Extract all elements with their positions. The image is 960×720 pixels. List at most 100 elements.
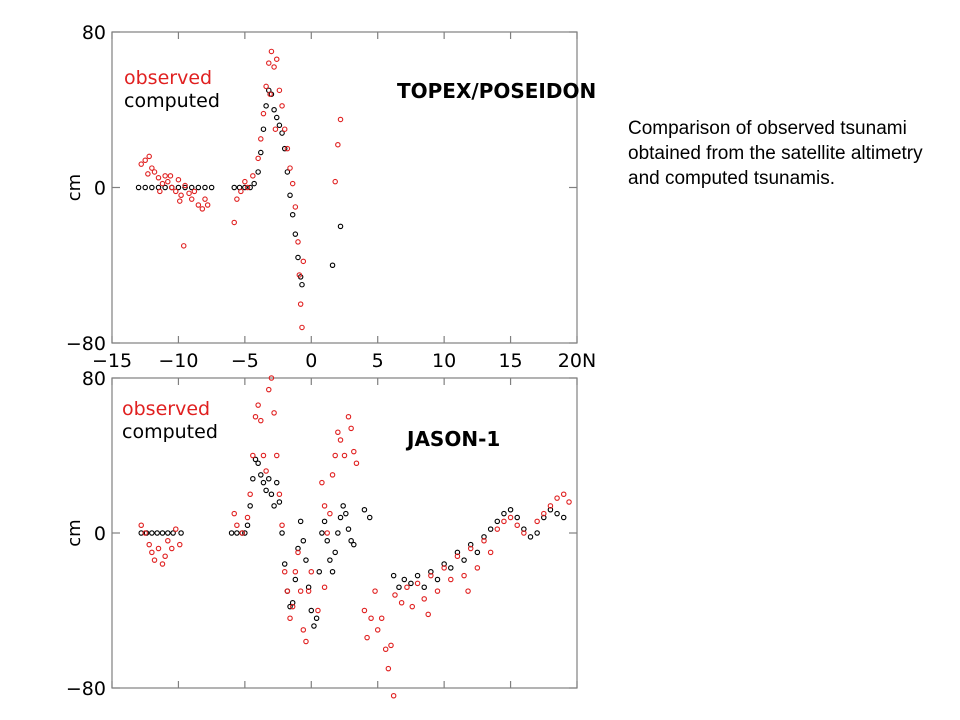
- observed-point: [388, 642, 394, 649]
- observed-point: [329, 472, 336, 478]
- computed-point: [252, 456, 259, 463]
- observed-point: [260, 452, 267, 459]
- observed-point: [327, 510, 333, 517]
- observed-point: [266, 386, 272, 393]
- computed-point: [284, 169, 291, 175]
- observed-point: [289, 180, 296, 187]
- observed-point: [474, 565, 481, 571]
- panel-label: TOPEX/POSEIDON: [397, 79, 596, 103]
- observed-point: [138, 161, 144, 167]
- computed-point: [273, 114, 280, 121]
- computed-point: [149, 184, 155, 191]
- computed-point: [159, 530, 166, 536]
- observed-point: [361, 607, 368, 614]
- observed-point: [202, 196, 208, 202]
- observed-point: [273, 452, 280, 459]
- observed-point: [279, 522, 285, 528]
- observed-point: [335, 429, 341, 435]
- observed-point: [255, 402, 261, 408]
- observed-point: [428, 572, 434, 579]
- observed-point: [178, 192, 184, 199]
- x-tick-label: 15: [498, 350, 522, 372]
- observed-point: [173, 188, 179, 195]
- observed-point: [289, 603, 296, 610]
- computed-point: [329, 568, 336, 575]
- observed-point: [404, 584, 410, 590]
- observed-point: [299, 324, 305, 331]
- computed-point: [195, 184, 202, 191]
- observed-point: [157, 188, 163, 195]
- computed-point: [242, 184, 248, 191]
- observed-point: [353, 460, 360, 466]
- computed-point: [494, 518, 501, 525]
- x-tick-label: 5: [372, 350, 384, 372]
- observed-point: [300, 258, 307, 265]
- y-axis-label: cm: [64, 519, 85, 546]
- observed-point: [287, 165, 293, 171]
- observed-point: [234, 522, 240, 528]
- observed-point: [199, 206, 206, 212]
- observed-point: [145, 171, 151, 177]
- observed-point: [295, 549, 301, 556]
- computed-point: [332, 549, 338, 556]
- computed-point: [401, 576, 408, 583]
- observed-point: [182, 182, 188, 189]
- observed-point: [231, 219, 237, 226]
- observed-point: [151, 557, 158, 563]
- observed-point: [454, 553, 461, 559]
- observed-point: [271, 64, 277, 70]
- observed-point: [167, 173, 174, 179]
- observed-point: [151, 169, 158, 175]
- computed-point: [149, 530, 155, 536]
- observed-point: [177, 541, 183, 548]
- observed-point: [337, 116, 344, 123]
- computed-point: [408, 580, 414, 587]
- x-tick-label: 0: [305, 350, 317, 372]
- computed-point: [366, 514, 373, 521]
- computed-point: [178, 530, 184, 536]
- computed-point: [534, 530, 540, 536]
- observed-point: [461, 572, 467, 579]
- observed-point: [250, 452, 256, 459]
- computed-point: [170, 530, 176, 536]
- observed-point: [321, 503, 328, 509]
- x-tick-label: −15: [92, 350, 132, 372]
- observed-point: [398, 599, 405, 606]
- observed-point: [372, 588, 378, 594]
- computed-point: [188, 184, 195, 191]
- computed-point: [271, 503, 277, 509]
- observed-point: [300, 627, 307, 633]
- observed-point: [414, 580, 421, 587]
- observed-point: [385, 665, 392, 672]
- observed-point: [146, 541, 152, 548]
- computed-point: [434, 576, 441, 583]
- y-tick-label: −80: [66, 333, 106, 355]
- observed-point: [434, 588, 441, 594]
- observed-point: [155, 545, 162, 552]
- computed-point: [260, 126, 267, 132]
- observed-point: [481, 537, 487, 544]
- observed-point: [487, 549, 494, 556]
- computed-point: [279, 130, 285, 136]
- computed-point: [266, 475, 272, 482]
- computed-point: [448, 565, 454, 571]
- computed-point: [501, 510, 507, 517]
- observed-point: [374, 627, 381, 633]
- observed-point: [501, 518, 507, 525]
- observed-point: [162, 553, 168, 559]
- observed-point: [276, 491, 283, 497]
- observed-point: [337, 437, 344, 443]
- observed-point: [244, 514, 251, 521]
- observed-point: [421, 596, 427, 602]
- computed-point: [329, 262, 336, 268]
- computed-point: [268, 491, 275, 497]
- computed-point: [142, 184, 148, 191]
- observed-point: [554, 495, 560, 501]
- observed-point: [409, 603, 416, 610]
- observed-point: [188, 196, 195, 202]
- legend-entry-observed: observed: [124, 67, 212, 89]
- y-axis-label: cm: [64, 174, 85, 201]
- legend-entry-computed: computed: [122, 421, 218, 443]
- computed-point: [234, 530, 240, 536]
- observed-point: [186, 190, 192, 197]
